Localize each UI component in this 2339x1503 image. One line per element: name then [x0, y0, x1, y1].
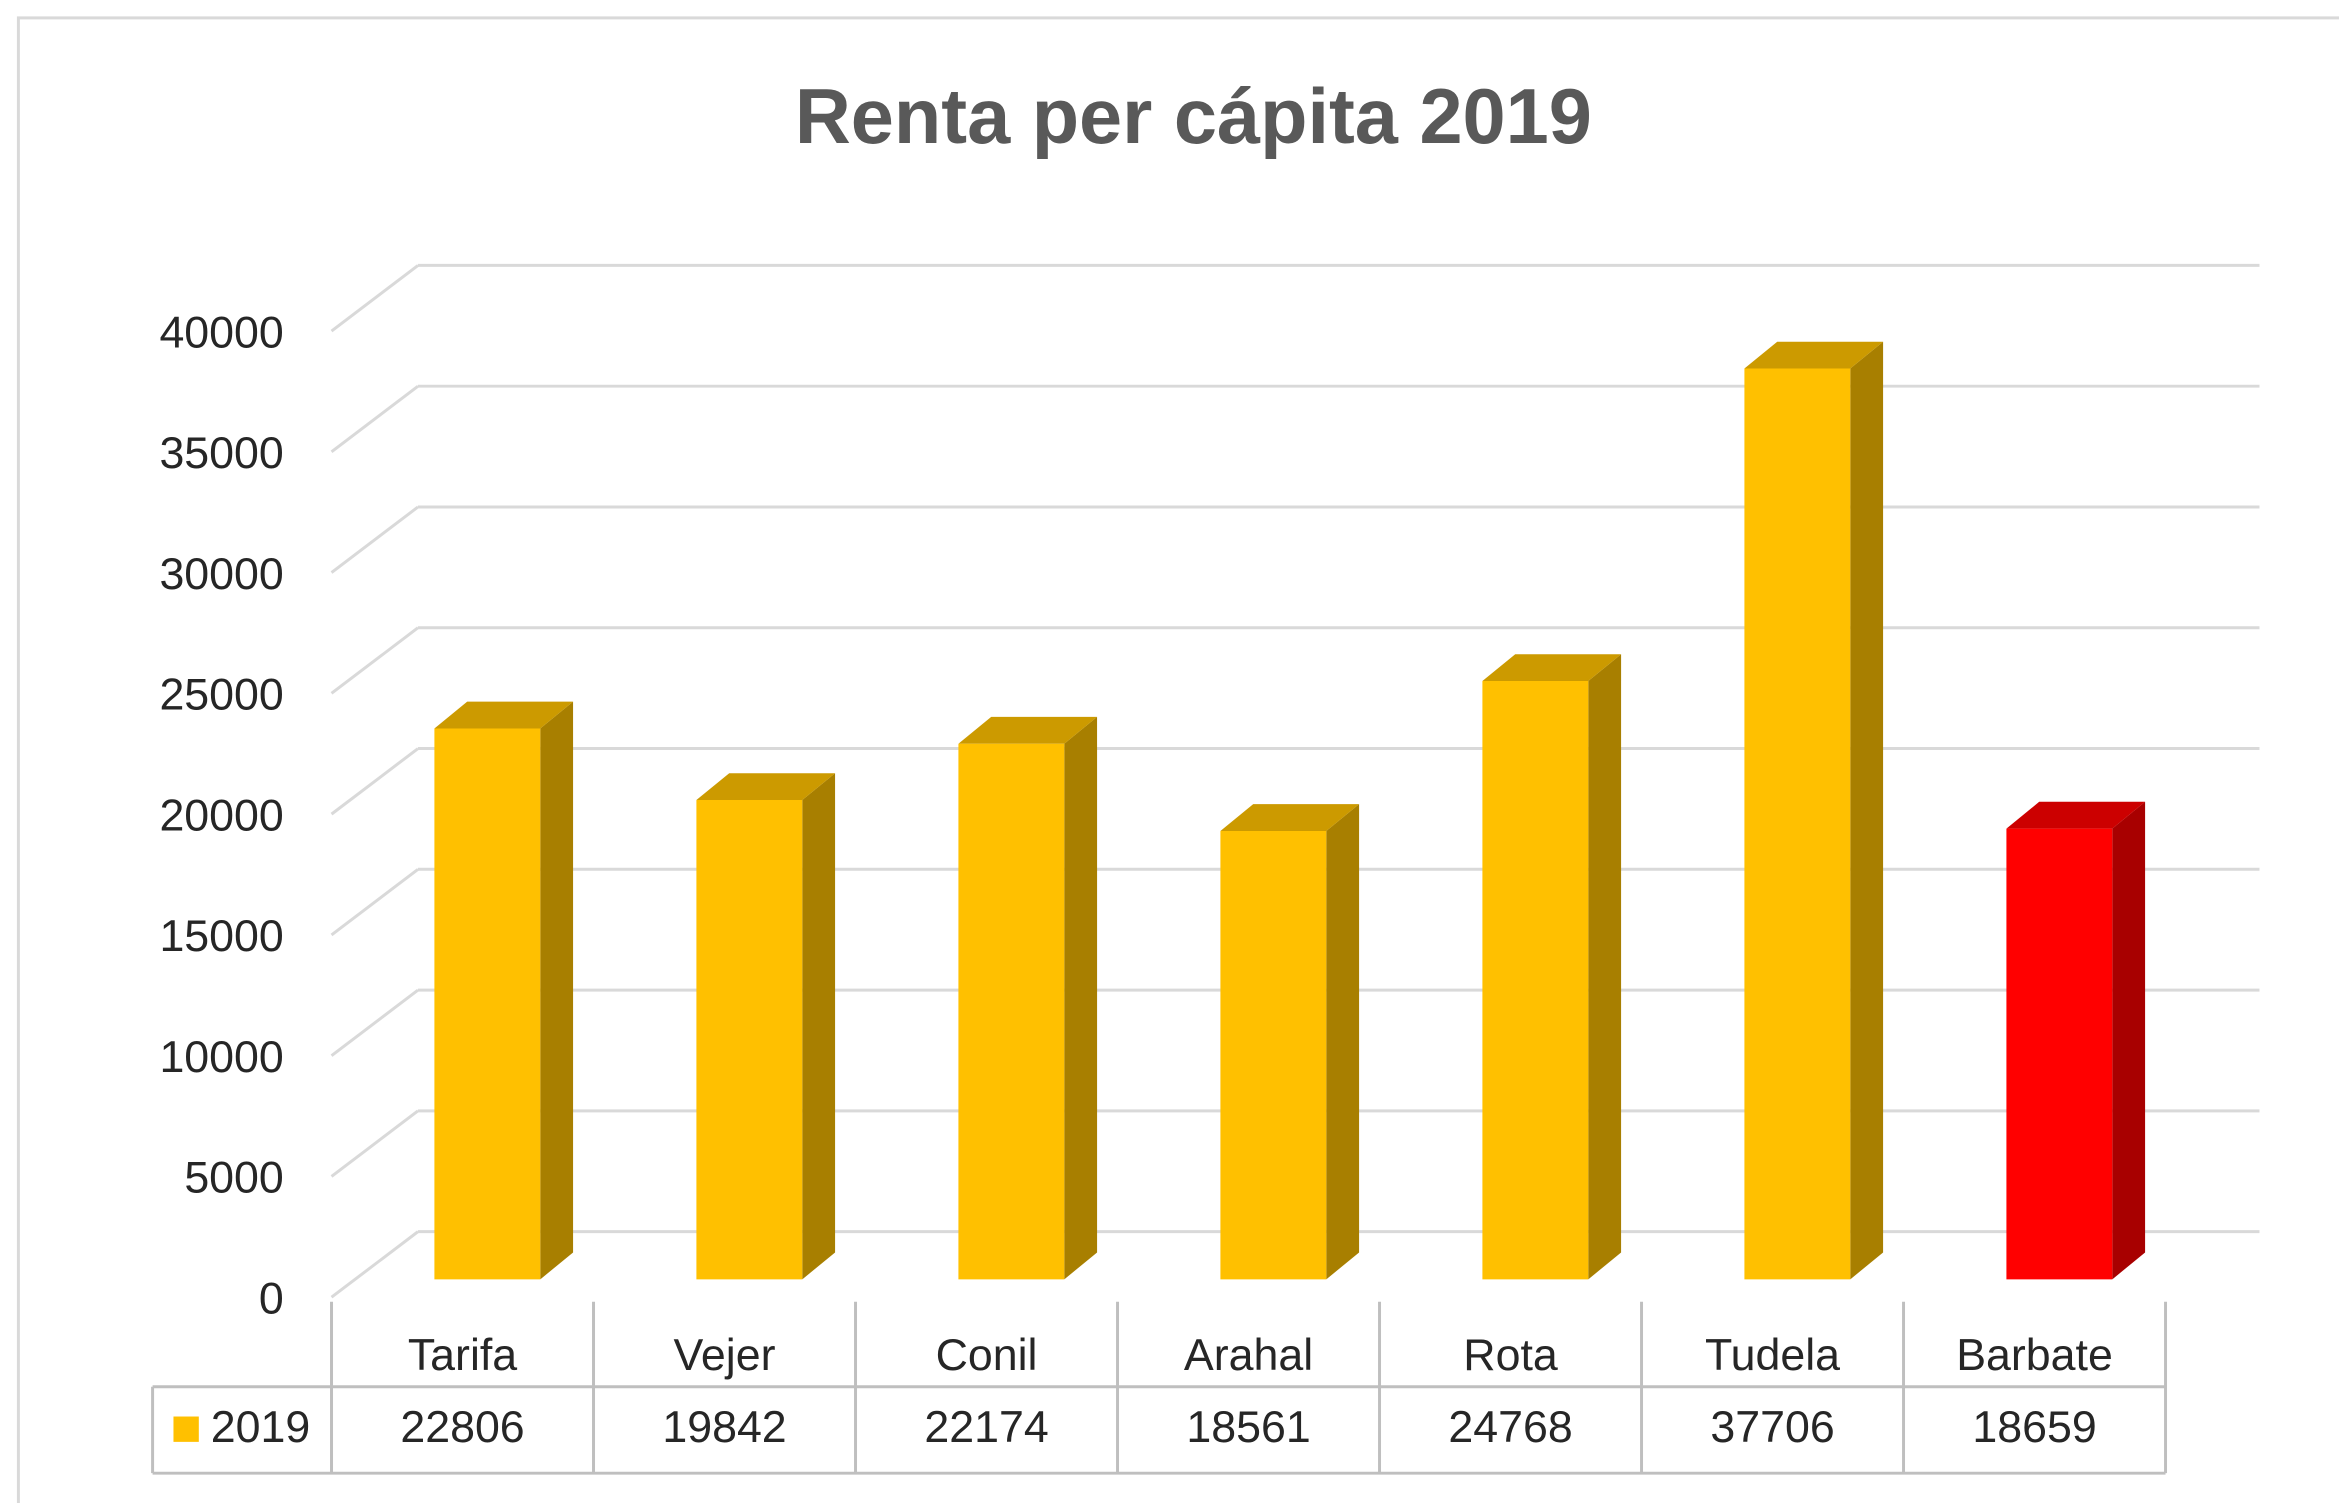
bar-front	[958, 743, 1065, 1280]
x-tick-label: Tudela	[1705, 1331, 1840, 1380]
grid-line-side	[330, 1109, 419, 1178]
chart-border	[16, 16, 2339, 1503]
y-tick-label: 10000	[159, 1033, 283, 1082]
bar-top	[1482, 654, 1622, 682]
table-value: 22174	[924, 1403, 1048, 1452]
bar	[434, 701, 574, 1280]
bar	[1220, 804, 1360, 1280]
y-tick-label: 35000	[159, 429, 283, 478]
bar	[2006, 801, 2146, 1280]
y-tick-label: 5000	[184, 1154, 283, 1203]
bar-front	[434, 728, 541, 1280]
x-tick-label: Vejer	[674, 1331, 776, 1380]
bar-front	[1482, 681, 1589, 1280]
bar-top	[696, 773, 836, 801]
bar	[1744, 341, 1884, 1280]
grid-line-side	[330, 264, 419, 333]
bar-side	[540, 701, 574, 1280]
bar-side	[1850, 341, 1884, 1280]
bar-top	[958, 716, 1098, 744]
legend-label: 2019	[211, 1403, 310, 1452]
grid-line-side	[330, 747, 419, 816]
bar-side	[1326, 804, 1360, 1280]
grid-line-side	[330, 505, 419, 574]
bar-front	[696, 800, 803, 1280]
table-value: 24768	[1448, 1403, 1572, 1452]
x-tick-label: Arahal	[1184, 1331, 1313, 1380]
y-tick-label: 40000	[159, 308, 283, 357]
chart-title: Renta per cápita 2019	[795, 74, 1592, 160]
y-tick-label: 15000	[159, 912, 283, 961]
bar	[958, 716, 1098, 1280]
x-tick-label: Tarifa	[408, 1331, 517, 1380]
grid-line-side	[330, 384, 419, 453]
bar-side	[1588, 654, 1622, 1280]
bar-front	[1220, 830, 1327, 1280]
bar-front	[1744, 368, 1851, 1280]
table-value: 18561	[1186, 1403, 1310, 1452]
bar-side	[802, 773, 836, 1280]
y-tick-label: 20000	[159, 791, 283, 840]
grid-line-side	[330, 626, 419, 695]
bar-front	[2006, 828, 2113, 1280]
table-value: 37706	[1710, 1403, 1834, 1452]
x-tick-label: Barbate	[1956, 1331, 2113, 1380]
y-tick-label: 30000	[159, 550, 283, 599]
y-tick-label: 0	[259, 1275, 284, 1324]
bar-side	[2112, 801, 2146, 1280]
bar-top	[2006, 801, 2146, 829]
table-value: 18659	[1972, 1403, 2096, 1452]
bar-top	[1220, 804, 1360, 831]
grid-line-side	[330, 988, 419, 1057]
bar-top	[434, 701, 574, 729]
bar	[1482, 654, 1622, 1280]
grid-line-side	[330, 1230, 419, 1299]
legend-swatch	[173, 1416, 199, 1442]
table-value: 19842	[662, 1403, 786, 1452]
bar	[696, 773, 836, 1280]
x-tick-label: Rota	[1463, 1331, 1558, 1380]
x-tick-label: Conil	[936, 1331, 1038, 1380]
y-tick-label: 25000	[159, 671, 283, 720]
grid-line-side	[330, 868, 419, 937]
table-value: 22806	[400, 1403, 524, 1452]
bar-side	[1064, 716, 1098, 1280]
bar-top	[1744, 341, 1884, 369]
